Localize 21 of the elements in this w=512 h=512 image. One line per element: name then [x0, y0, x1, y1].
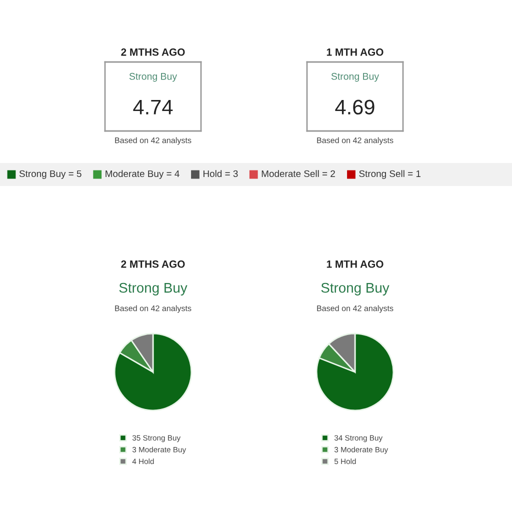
chart-subtitle: Strong Buy: [321, 282, 390, 296]
text: 2 MTHS AGO: [121, 48, 185, 56]
text: Strong Buy: [129, 72, 178, 82]
text: Based on 42 analysts: [115, 305, 192, 313]
pie-slice: [114, 332, 192, 412]
text: Strong Buy: [331, 72, 380, 82]
chart-title: 1 MTH AGO: [326, 260, 384, 268]
pie-slice: [316, 332, 394, 412]
text: Based on 42 analysts: [317, 137, 394, 145]
category-label: Hold = 3: [204, 170, 238, 178]
category-label: Moderate Buy = 4: [106, 170, 180, 179]
category-label: Moderate Sell = 2: [262, 170, 335, 178]
text: 4.74: [133, 100, 173, 114]
text: 1 MTH AGO: [326, 48, 384, 56]
category-label: Strong Sell = 1: [359, 170, 421, 179]
chart-subtitle: Strong Buy: [119, 282, 188, 296]
chart-title: 2 MTHS AGO: [121, 260, 185, 268]
text: 4.69: [335, 100, 374, 115]
category-label: Strong Buy = 5: [19, 170, 82, 179]
text: Based on 42 analysts: [115, 137, 192, 145]
text: Based on 42 analysts: [317, 305, 394, 313]
